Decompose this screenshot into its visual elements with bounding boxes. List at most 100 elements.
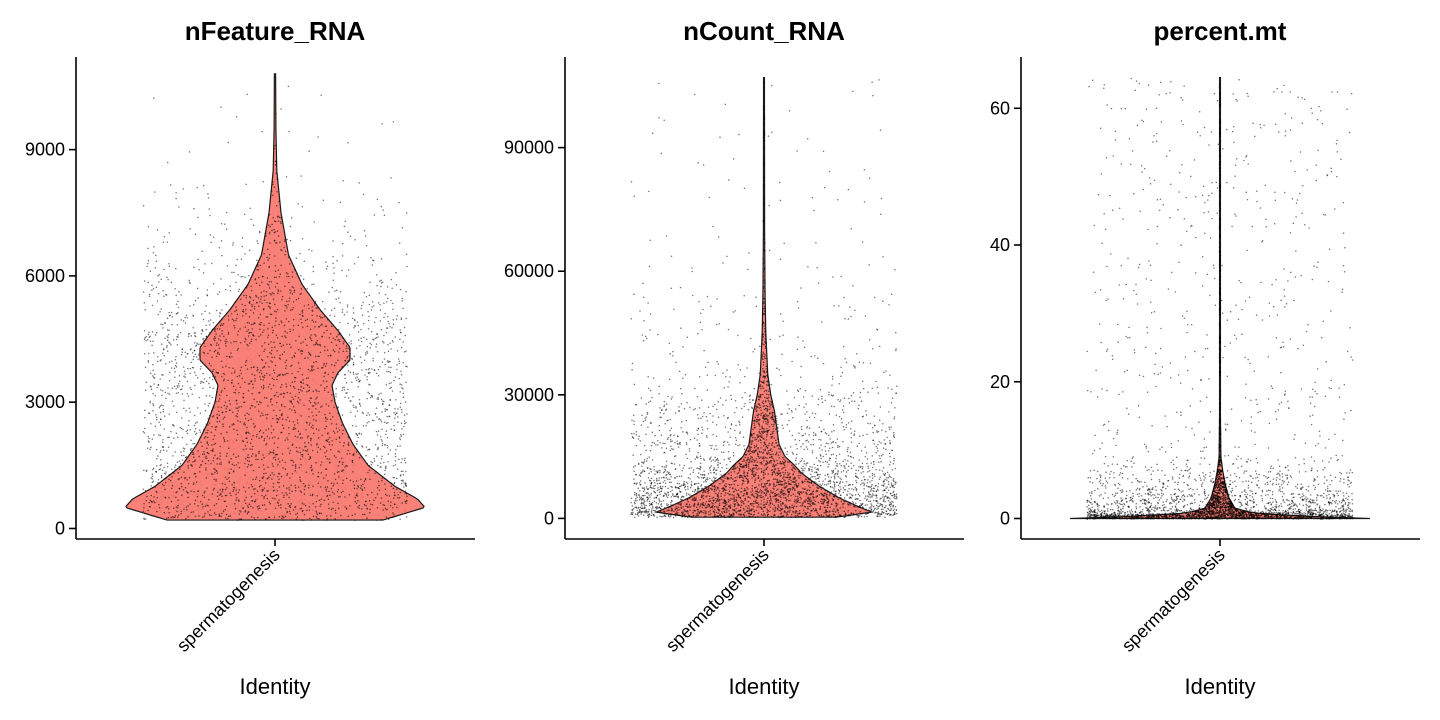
cell-point — [381, 122, 383, 125]
cell-point — [357, 256, 359, 258]
cell-point — [284, 238, 286, 241]
cell-point — [218, 410, 220, 412]
cell-point — [264, 341, 266, 344]
cell-point — [219, 335, 221, 337]
cell-point — [377, 480, 380, 483]
cell-point — [274, 242, 277, 244]
cell-point — [323, 477, 325, 479]
cell-point — [235, 264, 237, 266]
cell-point — [287, 256, 290, 258]
cell-point — [147, 259, 150, 262]
cell-point — [168, 232, 170, 234]
cell-point — [284, 250, 287, 252]
cell-point — [320, 498, 323, 500]
cell-point — [277, 235, 280, 237]
cell-point — [235, 456, 237, 458]
cell-point — [376, 198, 379, 201]
cell-point — [258, 430, 261, 433]
cell-point — [221, 333, 223, 335]
cell-point — [218, 398, 221, 400]
cell-point — [217, 293, 219, 295]
cell-point — [221, 512, 223, 515]
cell-point — [399, 402, 402, 405]
cell-point — [194, 233, 197, 235]
cell-point — [390, 386, 393, 389]
cell-point — [186, 393, 188, 395]
cell-point — [297, 396, 300, 399]
cell-point — [276, 308, 279, 311]
cell-point — [301, 206, 304, 208]
cell-point — [167, 278, 169, 281]
cell-point — [215, 478, 217, 481]
cell-point — [316, 396, 318, 399]
cell-point — [401, 502, 404, 504]
cell-point — [349, 479, 352, 482]
cell-point — [262, 414, 264, 416]
cell-point — [280, 216, 282, 219]
cell-point — [274, 364, 277, 367]
cell-point — [313, 401, 316, 404]
cell-point — [242, 275, 244, 278]
cell-point — [324, 455, 327, 458]
cell-point — [366, 494, 369, 496]
cell-point — [380, 328, 383, 331]
cell-point — [331, 363, 333, 366]
cell-point — [198, 455, 200, 458]
cell-point — [309, 336, 311, 338]
cell-point — [220, 106, 222, 108]
cell-point — [176, 507, 179, 509]
cell-point — [306, 325, 309, 328]
cell-point — [361, 314, 364, 316]
cell-point — [168, 341, 170, 343]
cell-point — [311, 310, 314, 312]
cell-point — [293, 289, 296, 292]
cell-point — [231, 424, 233, 426]
cell-point — [272, 465, 274, 467]
cell-point — [400, 482, 403, 485]
cell-point — [237, 420, 239, 422]
cell-point — [332, 337, 335, 339]
cell-point — [209, 319, 212, 321]
cell-point — [292, 286, 295, 289]
cell-point — [290, 484, 293, 486]
cell-point — [353, 406, 355, 409]
cell-point — [247, 389, 250, 392]
cell-point — [193, 356, 195, 358]
cell-point — [167, 446, 170, 448]
cell-point — [400, 346, 403, 349]
cell-point — [394, 417, 396, 419]
cell-point — [212, 322, 214, 324]
cell-point — [401, 226, 404, 229]
cell-point — [294, 484, 296, 487]
cell-point — [262, 379, 264, 381]
cell-point — [399, 445, 401, 447]
cell-point — [229, 285, 231, 287]
cell-point — [317, 482, 320, 484]
cell-point — [269, 502, 272, 505]
cell-point — [257, 403, 260, 406]
cell-point — [360, 337, 362, 340]
cell-point — [372, 359, 374, 362]
cell-point — [336, 289, 338, 292]
cell-point — [339, 495, 341, 498]
cell-point — [402, 433, 405, 436]
cell-point — [158, 281, 160, 283]
cell-point — [317, 475, 319, 478]
cell-point — [316, 343, 319, 346]
cell-point — [306, 383, 308, 386]
cell-point — [338, 429, 341, 431]
cell-point — [238, 466, 241, 469]
cell-point — [151, 501, 153, 503]
cell-point — [223, 378, 225, 380]
cell-point — [281, 383, 283, 386]
cell-point — [182, 428, 184, 431]
cell-point — [224, 223, 226, 225]
cell-point — [310, 444, 312, 446]
cell-point — [255, 454, 257, 456]
cell-point — [278, 478, 280, 480]
cell-point — [363, 336, 365, 339]
cell-point — [373, 321, 376, 323]
cell-point — [358, 507, 360, 509]
cell-point — [211, 425, 213, 428]
cell-point — [205, 431, 207, 434]
